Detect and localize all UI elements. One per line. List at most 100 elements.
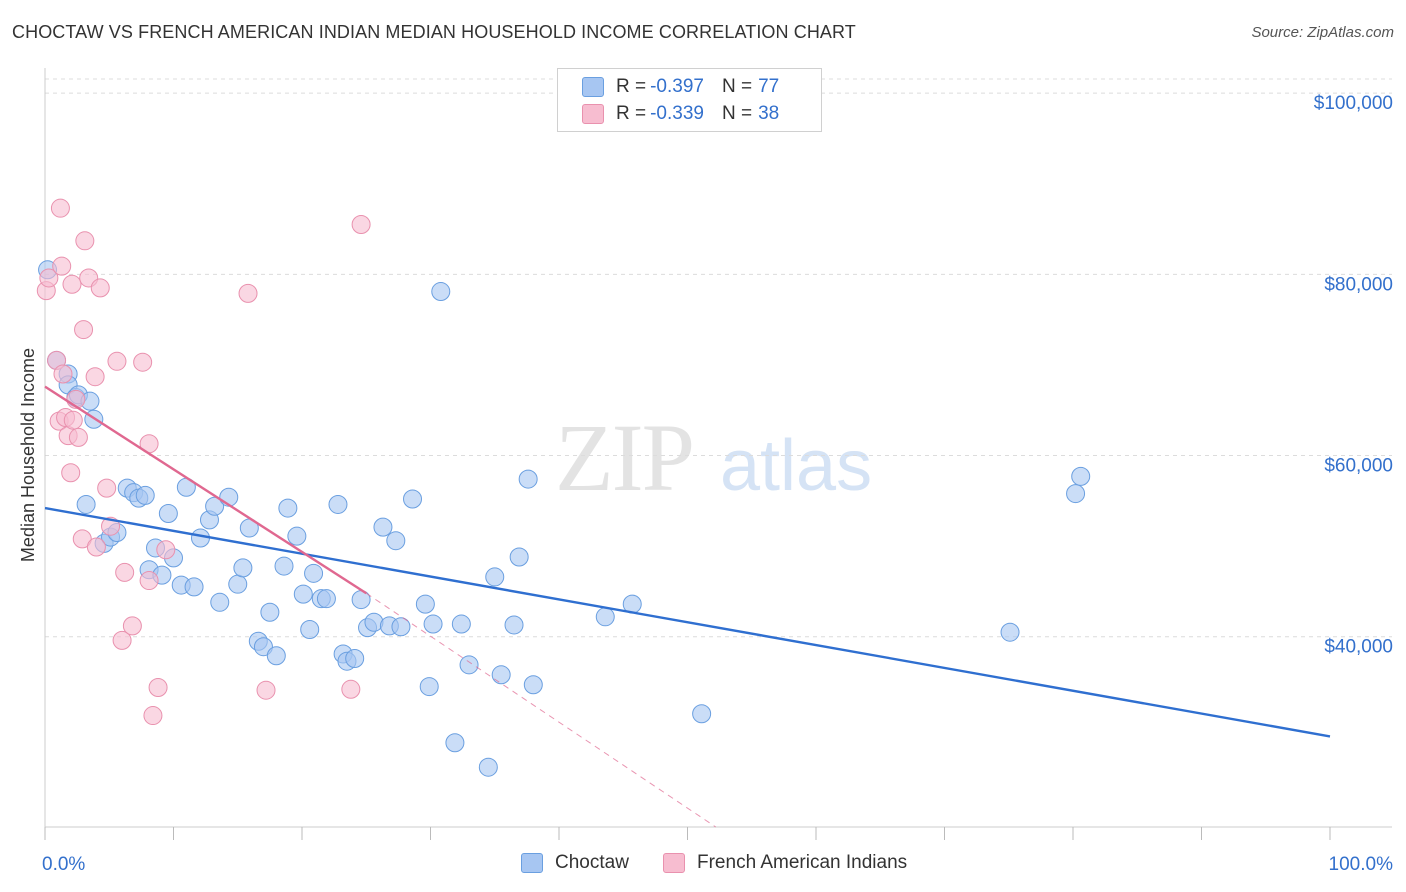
legend-swatch-french-american-indians: [582, 104, 604, 124]
legend-n-value: 38: [758, 103, 780, 124]
data-point-choctaw: [523, 675, 543, 695]
data-point-choctaw: [415, 594, 435, 614]
data-point-choctaw: [518, 469, 538, 489]
data-point-choctaw: [478, 757, 498, 777]
legend-n-value: 77: [758, 76, 780, 97]
trend-line-french-american-indians: [44, 385, 367, 595]
bottom-legend-label-french-american-indians: French American Indians: [697, 852, 908, 873]
data-point-choctaw: [391, 617, 411, 637]
data-point-choctaw: [504, 615, 524, 635]
data-point-choctaw: [373, 517, 393, 537]
data-point-choctaw: [485, 567, 505, 587]
data-point-choctaw: [287, 526, 307, 546]
data-point-choctaw: [184, 577, 204, 597]
data-point-choctaw: [293, 584, 313, 604]
legend-n-label: N =: [721, 103, 753, 124]
data-point-choctaw: [345, 648, 365, 668]
data-point-french-american-indians: [61, 463, 81, 483]
data-point-choctaw: [135, 485, 155, 505]
data-point-choctaw: [158, 504, 178, 524]
data-point-french-american-indians: [122, 616, 142, 636]
data-point-choctaw: [228, 574, 248, 594]
data-point-choctaw: [364, 612, 384, 632]
data-point-choctaw: [300, 619, 320, 639]
legend-row-french-american-indians: R = -0.339 N = 38: [582, 102, 779, 126]
data-point-french-american-indians: [112, 630, 132, 650]
watermark-atlas: atlas: [720, 426, 872, 506]
data-point-french-american-indians: [238, 283, 258, 303]
watermark-zip: ZIP: [555, 404, 693, 511]
legend-r-label: R =: [616, 103, 647, 124]
data-point-french-american-indians: [341, 679, 361, 699]
y-tick-label: $100,000: [1314, 93, 1393, 114]
legend-r-value: -0.397: [650, 76, 704, 97]
data-point-french-american-indians: [86, 537, 106, 557]
data-point-choctaw: [419, 677, 439, 697]
data-point-french-american-indians: [74, 320, 94, 340]
bottom-legend-label-choctaw: Choctaw: [555, 852, 629, 873]
y-tick-label: $80,000: [1324, 274, 1393, 295]
data-point-french-american-indians: [50, 198, 70, 218]
data-point-french-american-indians: [68, 427, 88, 447]
data-point-french-american-indians: [85, 367, 105, 387]
data-point-french-american-indians: [107, 351, 127, 371]
data-point-french-american-indians: [53, 364, 73, 384]
data-point-french-american-indians: [63, 410, 83, 430]
data-point-choctaw: [316, 589, 336, 609]
data-point-choctaw: [205, 496, 225, 516]
data-point-french-american-indians: [72, 529, 92, 549]
trend-line-dashed-french-american-indians: [365, 592, 717, 828]
data-point-french-american-indians: [133, 352, 153, 372]
bottom-legend-swatch-french-american-indians: [663, 853, 685, 873]
data-point-choctaw: [328, 494, 348, 514]
legend-swatch-choctaw: [582, 77, 604, 97]
data-point-choctaw: [451, 614, 471, 634]
bottom-legend-choctaw: Choctaw: [521, 852, 629, 874]
data-point-choctaw: [1066, 484, 1086, 504]
bottom-legend-swatch-choctaw: [521, 853, 543, 873]
y-axis-label: Median Household Income: [18, 348, 38, 562]
data-point-french-american-indians: [256, 680, 276, 700]
data-point-choctaw: [445, 733, 465, 753]
data-point-french-american-indians: [351, 214, 371, 234]
data-point-choctaw: [274, 556, 294, 576]
legend-n-label: N =: [721, 76, 753, 97]
data-point-choctaw: [266, 646, 286, 666]
data-point-choctaw: [278, 498, 298, 518]
data-point-choctaw: [253, 637, 273, 657]
y-tick-label: $40,000: [1324, 637, 1393, 658]
data-point-choctaw: [304, 563, 324, 583]
data-point-french-american-indians: [62, 274, 82, 294]
data-point-choctaw: [509, 547, 529, 567]
bottom-legend-french-american-indians: French American Indians: [663, 852, 907, 874]
data-point-choctaw: [423, 614, 443, 634]
data-point-french-american-indians: [156, 540, 176, 560]
data-point-choctaw: [260, 602, 280, 622]
data-point-french-american-indians: [143, 706, 163, 726]
trend-line-choctaw: [44, 506, 1331, 738]
y-tick-label: $60,000: [1324, 456, 1393, 477]
data-point-choctaw: [692, 704, 712, 724]
data-point-choctaw: [595, 607, 615, 627]
data-point-choctaw: [1000, 622, 1020, 642]
data-point-french-american-indians: [115, 562, 135, 582]
data-point-french-american-indians: [75, 231, 95, 251]
legend-r-label: R =: [616, 76, 647, 97]
data-point-french-american-indians: [52, 256, 72, 276]
data-point-french-american-indians: [90, 278, 110, 298]
data-point-choctaw: [386, 531, 406, 551]
chart-title: CHOCTAW VS FRENCH AMERICAN INDIAN MEDIAN…: [12, 22, 856, 42]
data-point-choctaw: [491, 665, 511, 685]
data-point-choctaw: [1071, 466, 1091, 486]
data-point-choctaw: [403, 489, 423, 509]
data-point-french-american-indians: [97, 478, 117, 498]
correlation-legend: R = -0.397 N = 77 R = -0.339 N = 38: [557, 68, 822, 132]
data-point-french-american-indians: [39, 268, 59, 288]
data-point-choctaw: [233, 558, 253, 578]
legend-r-value: -0.339: [650, 103, 704, 124]
data-point-choctaw: [459, 655, 479, 675]
data-point-choctaw: [431, 282, 451, 302]
data-point-choctaw: [351, 590, 371, 610]
legend-row-choctaw: R = -0.397 N = 77: [582, 75, 779, 99]
